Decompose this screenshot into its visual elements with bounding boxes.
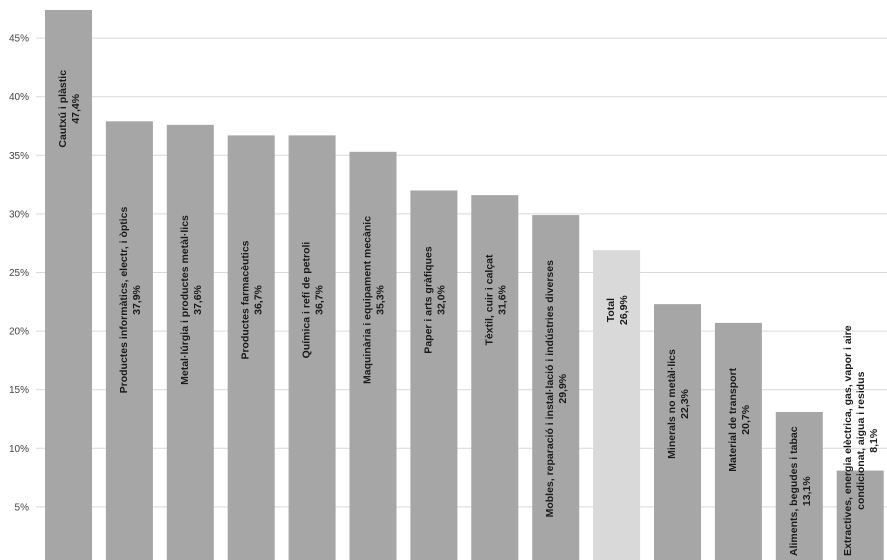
bar-label-group: Tèxtil, cuir i calçat 31,6% <box>483 254 508 346</box>
bar-value-label: 36,7% <box>253 284 265 314</box>
bar-label-group: Aliments, begudes i tabac 13,1% <box>788 426 813 556</box>
bar-value-label: 13,1% <box>801 476 813 506</box>
bar-label-group: Extractives, energia elèctrica, gas, vap… <box>842 325 880 556</box>
y-tick-label: 5% <box>15 502 30 513</box>
bar-labels: Cautxú i plàstic 47,4% Productes informàti… <box>57 70 880 556</box>
bar-label-group: Maquinària i equipament mecànic 35,3% <box>362 216 387 384</box>
bar-label-group: Química i refí de petroli 36,7% <box>301 242 326 359</box>
bar <box>775 411 823 560</box>
bar <box>532 215 580 560</box>
bar-label-group: Minerals no metàl·lics 22,3% <box>666 349 691 459</box>
y-tick-label: 45% <box>9 34 29 45</box>
bar-category-label: Cautxú i plàstic <box>57 70 69 148</box>
bar <box>227 135 275 560</box>
bar-label-group: Total 26,9% <box>605 295 630 325</box>
bar-value-label: 31,6% <box>496 284 508 314</box>
bar-value-label: 8,1% <box>868 428 880 453</box>
bar <box>714 322 762 560</box>
bar <box>105 121 153 560</box>
bar-value-label: 20,7% <box>740 404 752 434</box>
bar <box>471 195 519 560</box>
bar-category-label: Total <box>605 298 617 322</box>
bar <box>654 304 701 560</box>
bar-category-label: Productes farmacèutics <box>240 240 252 359</box>
y-tick-label: 15% <box>9 385 29 396</box>
bar-category-label: Maquinària i equipament mecànic <box>362 216 374 384</box>
bar-label-group: Metal·lúrgia i productes metàl·lics 37,6% <box>179 215 204 385</box>
bar-category-label: Mobles, reparació i instal·lació i indús… <box>544 260 556 518</box>
bar-value-label: 37,9% <box>131 284 143 314</box>
y-tick-label: 20% <box>9 327 29 338</box>
bar <box>45 9 92 560</box>
y-axis-tick-labels: 0%5%10%15%20%25%30%35%40%45% <box>9 34 30 514</box>
bar-value-label: 32,0% <box>435 284 447 314</box>
y-tick-label: 30% <box>9 209 29 220</box>
bar-value-label: 29,9% <box>557 373 569 403</box>
bar-category-label: Productes informàtics, electr, i òptics <box>118 206 130 393</box>
bar-value-label: 22,3% <box>679 388 691 418</box>
bar-category-label: Aliments, begudes i tabac <box>788 426 800 556</box>
bar-label-group: Material de transport 20,7% <box>727 367 752 471</box>
bar-category-label: Extractives, energia elèctrica, gas, vap… <box>842 325 854 556</box>
bar <box>288 135 336 560</box>
bar <box>593 250 641 560</box>
bar <box>349 151 397 560</box>
y-tick-label: 40% <box>9 92 29 103</box>
bar-label-group: Cautxú i plàstic 47,4% <box>57 70 82 148</box>
bar-value-label: 26,9% <box>618 295 630 325</box>
bar-category-label: condicionat, aigua i residus <box>855 371 867 509</box>
bar-label-group: Productes farmacèutics 36,7% <box>240 240 265 359</box>
y-tick-label: 25% <box>9 268 29 279</box>
bar-category-label: Paper i arts gràfiques <box>422 246 434 354</box>
bar-label-group: Mobles, reparació i instal·lació i indús… <box>544 260 569 518</box>
bar <box>166 124 214 560</box>
bar-label-group: Productes informàtics, electr, i òptics 3… <box>118 206 143 393</box>
bar <box>836 470 884 560</box>
bar-label-group: Paper i arts gràfiques 32,0% <box>422 246 447 354</box>
bar-category-label: Química i refí de petroli <box>301 242 313 359</box>
bar-value-label: 36,7% <box>314 284 326 314</box>
bar-category-label: Minerals no metàl·lics <box>666 349 678 459</box>
bar-category-label: Metal·lúrgia i productes metàl·lics <box>179 215 191 385</box>
bar <box>410 190 458 560</box>
y-tick-label: 10% <box>9 444 29 455</box>
bar-value-label: 47,4% <box>70 93 82 123</box>
bar-category-label: Tèxtil, cuir i calçat <box>483 254 495 346</box>
y-tick-label: 35% <box>9 151 29 162</box>
bars <box>45 9 884 560</box>
bar-value-label: 35,3% <box>375 284 387 314</box>
bar-category-label: Material de transport <box>727 367 739 471</box>
bar-value-label: 37,6% <box>192 284 204 314</box>
